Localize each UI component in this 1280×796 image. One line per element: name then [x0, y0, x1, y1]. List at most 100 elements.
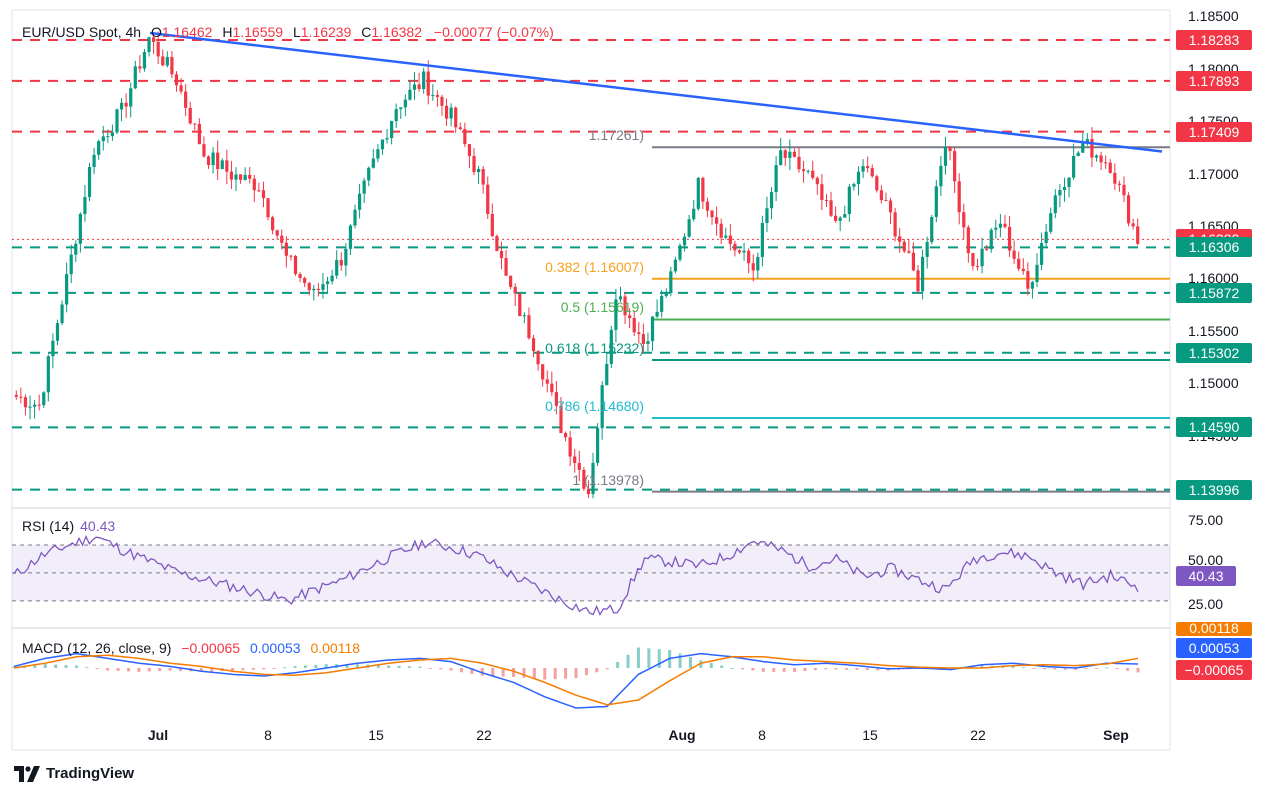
close-value: 1.16382 — [371, 24, 422, 40]
macd-line-tag: 0.00053 — [1176, 638, 1252, 658]
macd-hist-bar — [688, 656, 692, 668]
candle-body — [138, 66, 142, 69]
candle-body — [811, 170, 815, 178]
candle-body — [74, 243, 78, 255]
macd-hist-bar — [626, 654, 630, 668]
high-value: 1.16559 — [232, 24, 284, 40]
candle-body — [495, 236, 499, 252]
fibonacci-label: 0.786 (1.14680) — [545, 397, 644, 414]
macd-hist-bar — [772, 668, 776, 672]
candle-body — [760, 222, 764, 257]
candle-body — [371, 158, 375, 168]
time-tick: 22 — [970, 727, 986, 743]
candle-body — [879, 190, 883, 201]
candle-body — [238, 174, 243, 180]
candle-body — [820, 184, 824, 200]
macd-hist-bar — [480, 668, 484, 676]
macd-hist-bar — [1053, 668, 1057, 670]
macd-hist-value: −0.00065 — [181, 640, 241, 656]
level-tag: 1.17409 — [1176, 121, 1252, 142]
time-tick: 8 — [264, 727, 272, 743]
candle-body — [252, 178, 256, 191]
macd-hist-bar — [43, 664, 47, 668]
candle-body — [486, 184, 490, 214]
candle-body — [646, 341, 650, 345]
candle-body — [536, 351, 540, 365]
trend-line[interactable] — [149, 31, 1163, 153]
candle-body — [92, 154, 96, 167]
macd-hist-bar — [345, 664, 349, 668]
candle-body — [673, 259, 678, 272]
candle-body — [971, 253, 975, 267]
low-label: L — [292, 24, 301, 40]
candle-body — [943, 146, 948, 166]
macd-hist-bar — [324, 664, 328, 668]
macd-hist-bar — [1084, 668, 1088, 670]
fibonacci-label: 0.5 (1.15619) — [560, 299, 644, 316]
candle-body — [577, 463, 581, 470]
macd-legend: MACD (12, 26, close, 9) −0.00065 0.00053… — [22, 640, 360, 656]
candle-body — [124, 102, 128, 107]
fibonacci-label: 0.618 (1.15232) — [545, 340, 644, 357]
candle-body — [692, 208, 696, 220]
macd-hist-bar — [1115, 668, 1119, 670]
candle-body — [129, 88, 133, 107]
candle-body — [119, 102, 124, 110]
candle-body — [660, 295, 664, 312]
level-lines — [12, 39, 1170, 491]
candle-body — [600, 385, 604, 429]
candle-body — [893, 212, 897, 237]
candle-body — [975, 266, 980, 268]
candle-body — [440, 96, 444, 106]
candle-body — [966, 227, 970, 254]
candle-body — [824, 199, 829, 201]
macd-hist-bar — [314, 664, 318, 668]
macd-hist-bar — [355, 664, 359, 668]
candle-body — [344, 248, 348, 266]
candle-body — [774, 165, 778, 193]
macd-hist-bar — [106, 668, 110, 671]
candle-body — [696, 177, 700, 209]
macd-hist-bar — [251, 668, 255, 670]
macd-hist-bar — [574, 668, 578, 679]
candle-body — [998, 223, 1002, 228]
tradingview-logo[interactable]: TradingView — [14, 765, 134, 782]
macd-hist-bar — [460, 668, 464, 673]
candle-body — [490, 213, 494, 237]
candle-body — [710, 210, 714, 218]
macd-hist-bar — [845, 668, 849, 670]
candle-body — [939, 165, 943, 187]
candle-body — [472, 155, 476, 173]
candle-body — [197, 123, 201, 145]
fibonacci-label: 1 (1.13978) — [572, 471, 644, 488]
macd-hist-bar — [595, 668, 599, 673]
candle-body — [28, 406, 32, 408]
macd-hist-bar — [584, 668, 588, 676]
candle-body — [271, 217, 275, 231]
candle-body — [248, 174, 252, 179]
macd-hist-bar — [272, 668, 276, 669]
candle-body — [834, 215, 838, 221]
candle-body — [1021, 268, 1025, 272]
candle-body — [449, 107, 453, 119]
candle-body — [664, 293, 668, 296]
macd-hist-bar — [470, 668, 474, 674]
candle-body — [1108, 162, 1112, 173]
candle-body — [1044, 231, 1048, 244]
candle-body — [353, 209, 357, 226]
candle-body — [687, 219, 691, 237]
candle-body — [261, 190, 266, 199]
candle-body — [632, 318, 636, 333]
time-tick: 15 — [862, 727, 878, 743]
rsi-line — [13, 534, 1139, 617]
candle-body — [142, 51, 147, 69]
candle-body — [325, 281, 330, 285]
candle-body — [463, 129, 467, 145]
candle-body — [1085, 139, 1089, 143]
candle-body — [284, 242, 288, 256]
macd-hist-bar — [793, 668, 797, 672]
candle-body — [898, 236, 902, 242]
candle-body — [550, 383, 554, 393]
chart-header: EUR/USD Spot, 4h O1.16462 H1.16559 L1.16… — [22, 24, 554, 40]
